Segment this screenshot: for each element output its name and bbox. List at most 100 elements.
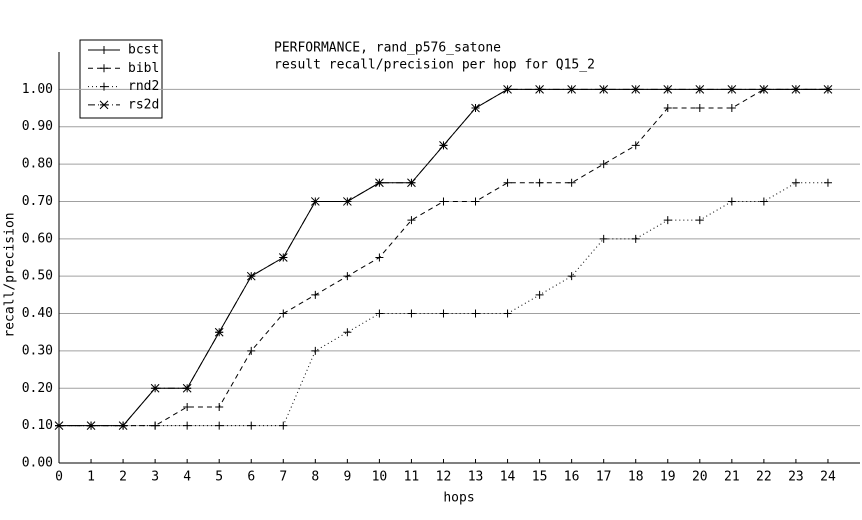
marker <box>278 253 288 262</box>
marker <box>375 309 384 318</box>
marker <box>823 178 832 187</box>
marker <box>375 253 384 262</box>
marker <box>150 383 160 393</box>
marker <box>343 272 352 281</box>
marker <box>215 402 224 411</box>
marker <box>471 309 480 318</box>
marker <box>311 290 320 299</box>
y-tick-label: 0.70 <box>22 194 53 209</box>
marker <box>663 104 672 113</box>
x-tick-label: 15 <box>532 470 548 485</box>
marker <box>503 85 512 94</box>
marker <box>439 197 448 206</box>
x-tick-label: 24 <box>820 470 836 485</box>
marker <box>791 178 800 187</box>
y-tick-label: 0.30 <box>22 343 53 358</box>
marker <box>375 178 384 188</box>
marker <box>727 85 737 94</box>
chart-subtitle: result recall/precision per hop for Q15_… <box>274 58 595 73</box>
x-tick-label: 7 <box>279 470 287 485</box>
y-tick-label: 0.60 <box>22 231 53 246</box>
x-tick-label: 5 <box>215 470 223 485</box>
x-tick-label: 13 <box>468 470 484 485</box>
x-tick-label: 2 <box>119 470 127 485</box>
y-tick-label: 0.00 <box>22 456 53 471</box>
marker <box>118 421 128 430</box>
marker <box>343 328 352 337</box>
marker <box>471 197 480 206</box>
marker <box>99 100 109 110</box>
y-tick-label: 0.20 <box>22 381 53 396</box>
marker <box>215 421 224 430</box>
x-tick-label: 10 <box>372 470 388 485</box>
series-line <box>59 88 828 427</box>
x-tick-label: 22 <box>756 470 772 485</box>
marker <box>311 346 320 355</box>
marker <box>471 103 480 113</box>
marker <box>407 309 416 318</box>
series-line <box>59 88 828 427</box>
y-tick-label: 0.90 <box>22 119 53 134</box>
marker <box>246 271 256 281</box>
marker <box>663 216 672 225</box>
series-line <box>59 88 828 427</box>
x-tick-label: 19 <box>660 470 676 485</box>
marker <box>695 216 704 225</box>
x-tick-label: 16 <box>564 470 580 485</box>
marker <box>727 104 736 113</box>
marker <box>535 290 544 299</box>
marker <box>214 327 224 337</box>
marker <box>791 85 801 94</box>
legend-label: bcst <box>128 43 159 58</box>
marker <box>503 178 512 187</box>
marker <box>247 346 256 355</box>
marker <box>439 141 448 150</box>
marker <box>310 197 320 206</box>
marker <box>695 104 704 113</box>
legend-label: rnd2 <box>128 79 159 94</box>
x-tick-label: 1 <box>87 470 95 485</box>
marker <box>183 421 192 430</box>
marker <box>567 178 576 187</box>
marker <box>759 85 769 94</box>
marker <box>823 85 833 94</box>
x-tick-label: 3 <box>151 470 159 485</box>
marker <box>86 421 96 430</box>
marker <box>151 421 160 430</box>
marker <box>279 309 288 318</box>
marker <box>535 178 544 187</box>
marker <box>407 178 416 188</box>
x-tick-label: 18 <box>628 470 644 485</box>
marker <box>182 383 192 393</box>
marker <box>503 309 512 318</box>
marker <box>100 46 108 54</box>
marker <box>100 64 108 73</box>
marker <box>247 421 256 430</box>
marker <box>343 197 352 206</box>
marker <box>599 160 608 169</box>
x-tick-label: 20 <box>692 470 708 485</box>
marker <box>599 234 608 243</box>
x-tick-label: 4 <box>183 470 191 485</box>
marker <box>407 216 416 225</box>
x-tick-label: 17 <box>596 470 612 485</box>
marker <box>279 421 288 430</box>
marker <box>567 272 576 281</box>
marker <box>183 402 192 411</box>
y-tick-label: 1.00 <box>22 82 53 97</box>
marker <box>631 234 640 243</box>
y-tick-label: 0.50 <box>22 269 53 284</box>
x-tick-label: 14 <box>500 470 516 485</box>
x-tick-label: 21 <box>724 470 740 485</box>
y-tick-label: 0.10 <box>22 418 53 433</box>
marker <box>631 141 640 150</box>
x-tick-label: 6 <box>247 470 255 485</box>
chart-title: PERFORMANCE, rand_p576_satone <box>274 41 501 56</box>
x-tick-label: 12 <box>436 470 452 485</box>
marker <box>663 85 673 94</box>
x-tick-label: 9 <box>343 470 351 485</box>
marker <box>727 197 736 206</box>
y-axis-label: recall/precision <box>3 212 18 337</box>
